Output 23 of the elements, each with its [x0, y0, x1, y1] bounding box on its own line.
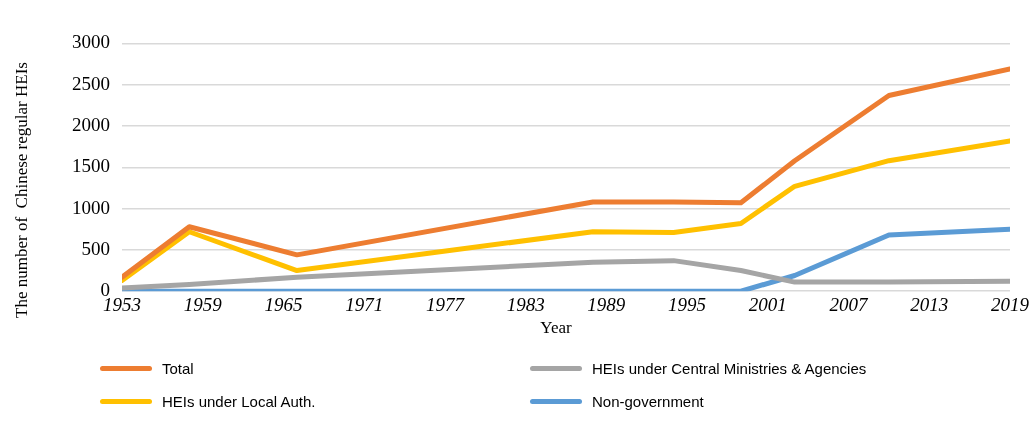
- x-tick-label: 1995: [668, 293, 707, 315]
- y-tick-label: 1500: [72, 155, 110, 177]
- y-tick-label: 3000: [72, 31, 110, 53]
- legend-label: HEIs under Central Ministries & Agencies: [592, 360, 867, 377]
- x-axis-title: Year: [539, 318, 573, 338]
- y-tick-label: 1000: [72, 196, 110, 218]
- legend-label: Non-government: [592, 393, 704, 410]
- legend-label: Total: [162, 360, 194, 377]
- y-axis-title: The number of Chinese regular HEIs: [12, 62, 32, 318]
- x-tick-label: 1965: [264, 293, 303, 315]
- x-tick-label: 1977: [425, 293, 466, 315]
- y-tick-label: 500: [81, 237, 110, 259]
- legend-label: HEIs under Local Auth.: [162, 393, 316, 410]
- x-tick-label: 2001: [748, 293, 787, 315]
- x-tick-label: 2019: [991, 293, 1030, 315]
- x-tick-label: 1983: [506, 293, 545, 315]
- y-tick-label: 2500: [72, 72, 110, 94]
- x-tick-label: 1989: [587, 293, 626, 315]
- x-tick-label: 2007: [829, 293, 870, 315]
- x-tick-label: 2013: [910, 293, 949, 315]
- y-tick-label: 2000: [72, 113, 110, 135]
- x-tick-label: 1971: [345, 293, 384, 315]
- x-tick-label: 1959: [183, 293, 223, 315]
